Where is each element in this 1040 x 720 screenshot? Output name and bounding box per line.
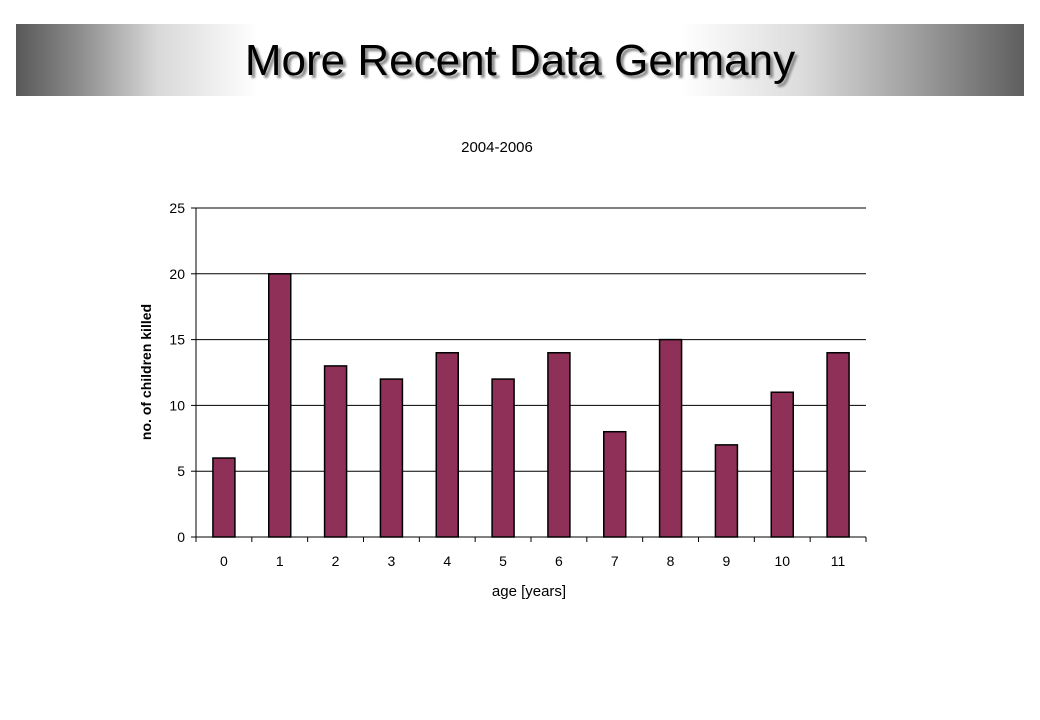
bar-age-8 [658, 338, 683, 538]
x-tick-label: 5 [499, 553, 507, 569]
bar-age-5 [491, 378, 515, 538]
y-tick-label: 15 [169, 332, 185, 348]
x-tick-label: 9 [723, 553, 731, 569]
x-tick-label: 1 [276, 553, 284, 569]
x-tick-label: 10 [774, 553, 790, 569]
title-banner [16, 24, 1024, 96]
y-tick-label: 5 [177, 463, 185, 479]
y-tick-label: 0 [177, 529, 185, 545]
y-tick-label: 20 [169, 266, 185, 282]
x-tick-label: 3 [388, 553, 396, 569]
bar-age-9 [714, 444, 739, 538]
bar-age-0 [212, 457, 236, 538]
x-axis-ticks: 0 1 2 3 4 5 6 7 8 9 10 11 [195, 537, 867, 569]
x-tick-label: 8 [667, 553, 675, 569]
bar-age-1 [268, 273, 292, 538]
bar-age-6 [547, 352, 571, 538]
x-tick-label: 0 [220, 553, 228, 569]
slide-title: More Recent Data Germany [244, 36, 796, 85]
x-tick-label: 7 [611, 553, 619, 569]
y-tick-label: 25 [169, 200, 185, 216]
y-axis-label: no. of children killed [138, 304, 154, 440]
x-tick-label: 4 [443, 553, 451, 569]
y-axis-ticks: 0 5 10 15 20 25 [169, 200, 196, 545]
bar-age-7 [603, 430, 627, 538]
bar-age-10 [770, 391, 794, 538]
bar-age-3 [379, 378, 404, 538]
bar-age-2 [323, 365, 348, 538]
x-axis-label: age [years] [492, 583, 566, 600]
bar-age-4 [435, 352, 459, 538]
bar-age-11 [826, 352, 850, 538]
x-tick-label: 6 [555, 553, 563, 569]
chart-title: 2004-2006 [461, 139, 533, 156]
gridlines [196, 207, 866, 472]
x-tick-label: 11 [831, 553, 846, 569]
y-tick-label: 10 [169, 397, 185, 413]
x-tick-label: 2 [332, 553, 340, 569]
